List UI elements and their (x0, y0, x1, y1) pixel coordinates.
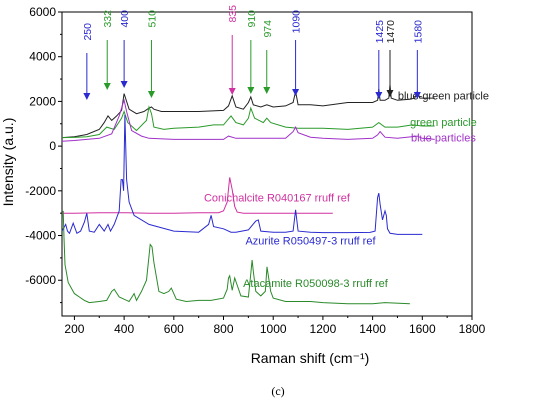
axes: 200 400 600 800 1000 1200 1400 1600 180060004000… (25, 5, 485, 336)
series-line-3 (62, 177, 333, 214)
series-line-2 (61, 98, 435, 142)
peak-label: 510 (146, 10, 158, 28)
x-tick-label: 1000 (260, 322, 287, 336)
series-label: Conichalcite R040167 rruff ref (204, 193, 351, 205)
peak-label: 250 (82, 23, 94, 41)
y-tick-label: -4000 (25, 229, 56, 243)
x-tick-label: 1200 (310, 322, 337, 336)
series-label: green particle (410, 117, 477, 129)
x-tick-label: 1400 (359, 322, 386, 336)
peak-arrow-head (263, 87, 271, 94)
series-line-4 (61, 114, 423, 235)
peak-label: 1090 (291, 10, 303, 34)
x-tick-label: 800 (213, 322, 233, 336)
peak-label: 400 (119, 10, 131, 28)
peak-arrow-head (147, 91, 155, 98)
peak-arrow-head (228, 88, 236, 95)
series-label: blue particles (411, 133, 476, 145)
x-axis-title: Raman shift (cm⁻¹) (251, 350, 370, 366)
y-tick-label: -6000 (25, 273, 56, 287)
peak-arrow-head (247, 87, 255, 94)
peak-label: 1425 (374, 20, 386, 44)
series-line-1 (61, 105, 435, 139)
peak-label: 1580 (412, 20, 424, 44)
y-tick-label: -2000 (25, 184, 56, 198)
peak-arrow-head (103, 83, 111, 90)
peak-label: 332 (102, 10, 114, 28)
peak-arrow-head (386, 90, 394, 97)
x-tick-label: 400 (114, 322, 134, 336)
peak-arrow-head (120, 81, 128, 88)
y-tick-label: 4000 (29, 50, 56, 64)
x-tick-label: 200 (64, 322, 84, 336)
series-line-5 (62, 210, 410, 305)
y-tick-label: 0 (49, 139, 56, 153)
panel-label: (c) (271, 384, 284, 398)
y-axis-title: Intensity (a.u.) (0, 118, 16, 207)
peak-arrow-head (375, 92, 383, 99)
x-tick-label: 600 (164, 322, 184, 336)
peak-label: 1470 (385, 20, 397, 44)
series-label: Azurite R050497-3 rruff ref (245, 235, 376, 247)
x-tick-label: 1800 (459, 322, 486, 336)
peak-arrow-head (292, 89, 300, 96)
series-label: Atacamite R050098-3 rruff ref (243, 278, 389, 290)
x-tick-label: 1600 (409, 322, 436, 336)
y-tick-label: 2000 (29, 94, 56, 108)
peak-label: 910 (246, 10, 258, 28)
series-label: blue-green particle (398, 91, 489, 103)
y-tick-label: 6000 (29, 5, 56, 19)
peak-label: 835 (227, 5, 239, 23)
peak-annotations: 250 332 400 510 835 910 974 1090 1425 1470 1580 (82, 5, 424, 100)
series-group: blue-green particle green particle blue pa… (61, 84, 489, 305)
peak-label: 974 (262, 20, 274, 38)
peak-arrow-head (413, 92, 421, 99)
plot-frame (61, 11, 473, 317)
peak-arrow-head (83, 93, 91, 100)
